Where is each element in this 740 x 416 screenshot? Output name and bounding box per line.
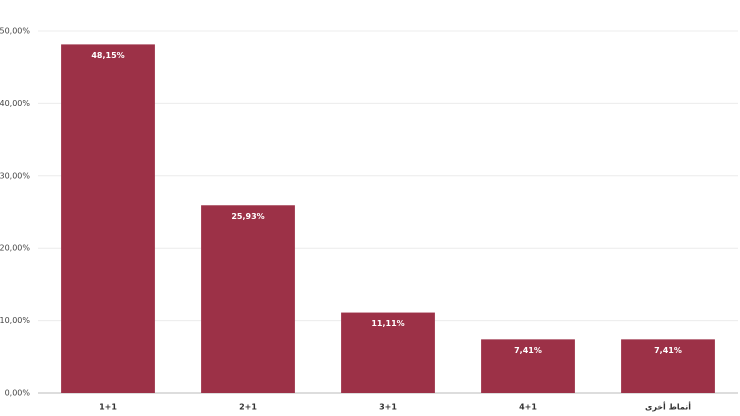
bar (201, 205, 295, 393)
x-tick-label: 3+1 (379, 403, 397, 412)
y-tick-label: 0,00% (5, 389, 31, 398)
x-tick-label: 2+1 (239, 403, 257, 412)
y-tick-label: 40,00% (0, 99, 30, 108)
x-tick-label: أنماط أخرى (645, 402, 691, 412)
y-tick-label: 10,00% (0, 316, 30, 325)
value-label: 48,15% (91, 51, 124, 60)
value-label: 7,41% (514, 346, 542, 355)
value-label: 25,93% (231, 212, 264, 221)
bar (61, 44, 155, 393)
y-tick-label: 20,00% (0, 244, 30, 253)
bar (341, 312, 435, 393)
y-tick-label: 30,00% (0, 171, 30, 180)
bar (481, 339, 575, 393)
bar (621, 339, 715, 393)
value-label: 11,11% (371, 319, 404, 328)
x-tick-label: 4+1 (519, 403, 537, 412)
y-tick-label: 50,00% (0, 27, 30, 36)
value-label: 7,41% (654, 346, 682, 355)
x-tick-label: 1+1 (99, 403, 117, 412)
